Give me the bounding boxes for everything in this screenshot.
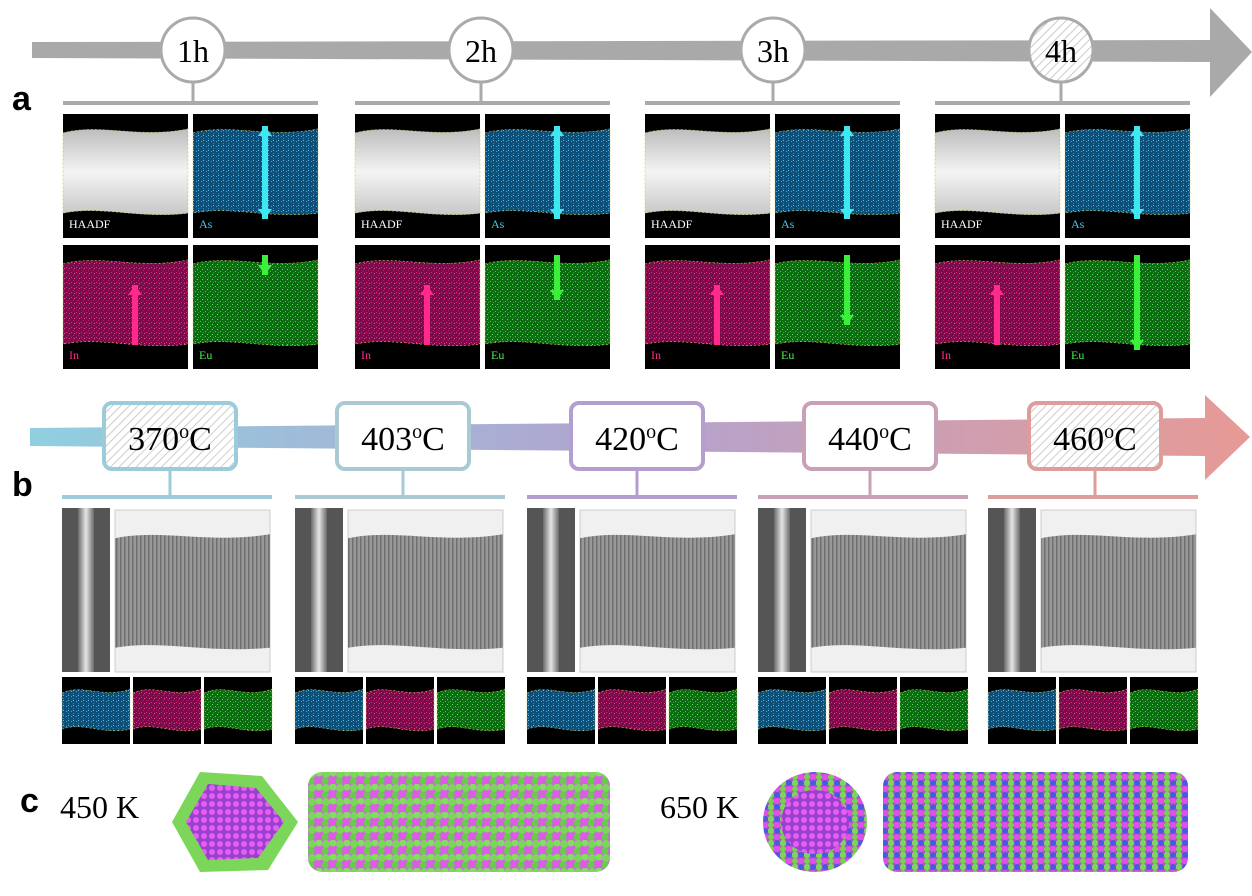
temperature-unit: C: [889, 421, 912, 458]
nanowire: [355, 260, 480, 346]
tem-crystal: [348, 534, 503, 649]
temperature-degree: o: [179, 421, 189, 443]
nanowire-sem: [1004, 508, 1020, 672]
rod-model: [308, 772, 610, 872]
temperature-degree: o: [646, 421, 656, 443]
temperature-degree: o: [412, 421, 422, 443]
nanowire: [598, 689, 666, 731]
element-label: Eu: [1071, 348, 1084, 362]
tem-crystal: [580, 534, 735, 649]
nanowire: [1065, 260, 1190, 346]
time-label: 1h: [177, 33, 209, 69]
nanowire: [935, 129, 1060, 215]
element-label: HAADF: [941, 217, 983, 231]
panel-label: c: [20, 782, 39, 820]
temperature-unit: C: [189, 421, 212, 458]
element-label: In: [361, 348, 371, 362]
temperature-unit: C: [1114, 421, 1137, 458]
element-label: In: [69, 348, 79, 362]
nanowire: [133, 689, 201, 731]
temperature-label: 403oC: [361, 421, 445, 458]
element-label: HAADF: [69, 217, 111, 231]
rod-model: [883, 772, 1188, 872]
nanowire: [63, 260, 188, 346]
nanowire: [295, 689, 363, 731]
nanowire: [775, 260, 900, 346]
element-label: As: [781, 217, 795, 231]
nanowire: [527, 689, 595, 731]
nanowire: [193, 260, 318, 346]
temperature-label: 370oC: [128, 421, 212, 458]
nanowire: [645, 129, 770, 215]
nanowire: [485, 129, 610, 215]
nanowire-sem: [311, 508, 327, 672]
nanowire: [669, 689, 737, 731]
nanowire: [62, 689, 130, 731]
nanowire: [63, 129, 188, 215]
tem-crystal: [115, 534, 270, 649]
tem-crystal: [811, 534, 966, 649]
temperature-unit: C: [422, 421, 445, 458]
nanowire: [758, 689, 826, 731]
element-label: Eu: [491, 348, 504, 362]
element-label: In: [651, 348, 661, 362]
temperature-label: 650 K: [660, 789, 739, 825]
nanowire: [645, 260, 770, 346]
nanowire: [204, 689, 272, 731]
panel-label: b: [12, 466, 33, 504]
element-label: HAADF: [361, 217, 403, 231]
nanowire-sem: [774, 508, 790, 672]
temperature-number: 440: [828, 421, 879, 458]
figure: a b c 1h HAADF As In Eu 2h HAADF As In Eu 3h HAADF A…: [0, 0, 1252, 896]
temperature-label: 450 K: [60, 789, 139, 825]
nanowire: [829, 689, 897, 731]
temperature-degree: o: [879, 421, 889, 443]
temperature-label: 440oC: [828, 421, 912, 458]
temperature-number: 420: [595, 421, 646, 458]
nanowire: [775, 129, 900, 215]
element-label: In: [941, 348, 951, 362]
time-label: 3h: [757, 33, 789, 69]
temperature-label: 420oC: [595, 421, 679, 458]
element-label: As: [491, 217, 505, 231]
temperature-number: 460: [1053, 421, 1104, 458]
nanowire-sem: [543, 508, 559, 672]
panel-label: a: [12, 80, 32, 118]
temperature-degree: o: [1104, 421, 1114, 443]
nanowire: [193, 129, 318, 215]
nanowire: [485, 260, 610, 346]
nanowire: [900, 689, 968, 731]
temperature-unit: C: [656, 421, 679, 458]
nanowire: [366, 689, 434, 731]
element-label: Eu: [199, 348, 212, 362]
nanowire: [988, 689, 1056, 731]
nanowire: [1130, 689, 1198, 731]
nanowire-sem: [78, 508, 94, 672]
nanowire: [437, 689, 505, 731]
nanowire: [1065, 129, 1190, 215]
temperature-label: 460oC: [1053, 421, 1137, 458]
time-label: 4h: [1045, 33, 1077, 69]
temperature-number: 403: [361, 421, 412, 458]
temperature-number: 370: [128, 421, 179, 458]
nanowire: [355, 129, 480, 215]
time-label: 2h: [465, 33, 497, 69]
nanowire: [1059, 689, 1127, 731]
tem-crystal: [1041, 534, 1196, 649]
element-label: As: [1071, 217, 1085, 231]
element-label: HAADF: [651, 217, 693, 231]
element-label: Eu: [781, 348, 794, 362]
element-label: As: [199, 217, 213, 231]
cross-section-core: [781, 790, 849, 854]
